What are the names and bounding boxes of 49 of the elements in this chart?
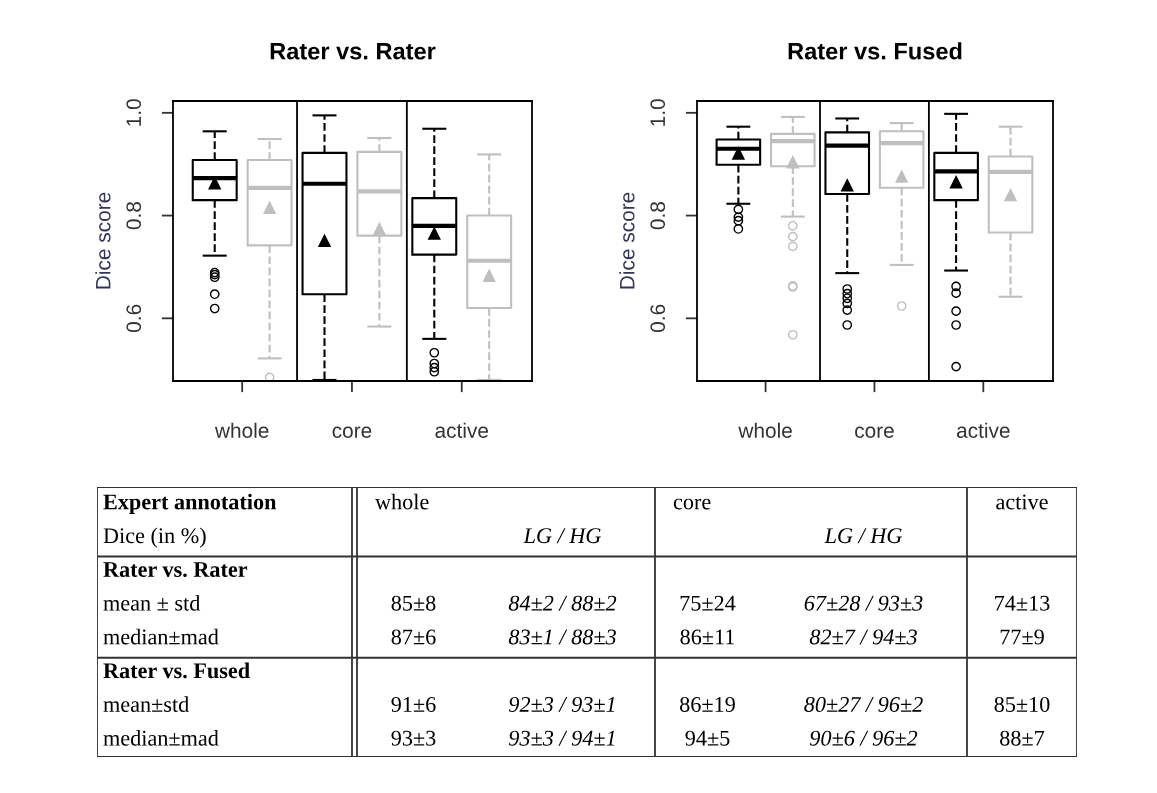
x-tick-label: whole	[214, 422, 269, 438]
y-tick-label: 1.0	[126, 99, 142, 126]
category-label: mean±std	[103, 696, 189, 712]
y-tick-label: 0.6	[126, 304, 142, 332]
category-label: Rater vs. Rater	[103, 562, 248, 578]
text: 93±3 / 94±1	[508, 730, 615, 746]
text: 92±3 / 93±1	[508, 697, 615, 712]
text: LG / HG	[824, 528, 902, 544]
text: 67±28 / 93±3	[804, 595, 923, 611]
x-tick-label: active	[435, 422, 489, 438]
text: LG / HG	[523, 528, 601, 544]
category-label: mean ± std	[103, 595, 201, 611]
x-tick-label: core	[855, 426, 894, 438]
y-axis-title: Dice score	[95, 192, 111, 289]
category-label: Expert annotation	[103, 493, 277, 514]
text: 75±24	[680, 595, 736, 611]
y-axis-title: Dice score	[619, 192, 635, 289]
x-tick-label: active	[957, 422, 1010, 438]
text: 93±3	[391, 730, 436, 746]
category-label: median±mad	[103, 730, 219, 746]
text: 85±10	[994, 696, 1050, 712]
text: 90±6 / 96±2	[809, 730, 918, 746]
text: 82±7 / 94±3	[809, 629, 917, 645]
category-label: core	[673, 498, 711, 510]
text: 91±6	[391, 697, 436, 712]
y-tick-label: 0.8	[126, 201, 142, 230]
text: 86±11	[680, 629, 735, 645]
text: 80±27 / 96±2	[804, 696, 923, 712]
category-label: Dice (in %)	[103, 527, 206, 548]
text: 94±5	[685, 730, 730, 746]
text: 84±2 / 88±2	[508, 595, 617, 611]
text: 86±19	[680, 696, 735, 712]
x-tick-label: whole	[738, 422, 792, 438]
category-label: active	[996, 494, 1048, 510]
text: 85±8	[391, 595, 436, 611]
text: 87±6	[391, 629, 436, 645]
category-label: median±mad	[103, 628, 219, 645]
y-tick-label: 0.8	[650, 201, 666, 230]
chart-title: Rater vs. Fused	[788, 42, 962, 60]
text: 77±9	[1000, 629, 1044, 645]
text: 83±1 / 88±3	[508, 629, 616, 645]
text: 74±13	[995, 595, 1050, 611]
category-label: Rater vs. Fused	[103, 662, 250, 679]
y-tick-label: 0.6	[650, 304, 666, 332]
y-tick-label: 1.0	[650, 99, 666, 126]
chart-title: Rater vs. Rater	[270, 43, 436, 60]
category-label: whole	[375, 493, 429, 510]
x-tick-label: core	[332, 426, 372, 438]
text: 88±7	[1000, 730, 1045, 746]
